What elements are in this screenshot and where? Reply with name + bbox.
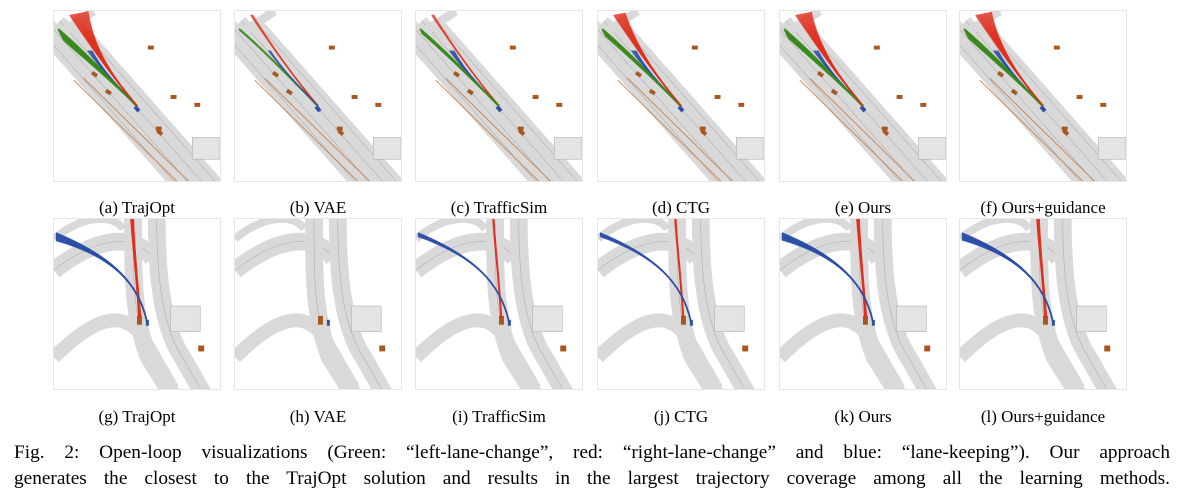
subcaption-method: TrajOpt [122, 407, 176, 426]
trajectory-plot [960, 219, 1117, 389]
panel-j [597, 218, 765, 390]
figure-caption-line-2: generates the closest to the TrajOpt sol… [14, 468, 1170, 489]
subcaption-i: (i) TrafficSim [411, 407, 587, 427]
trajectory-plot [960, 11, 1126, 181]
figure-caption: Fig. 2: Open-loop visualizations (Green:… [14, 440, 1170, 492]
panel-d [597, 10, 765, 182]
trajectory-plot [598, 11, 764, 181]
trajectory-plot [54, 219, 211, 389]
trajectory-plot [54, 11, 220, 181]
trajectory-plot [235, 11, 401, 181]
subcaption-method: VAE [313, 198, 347, 217]
panel-g [53, 218, 221, 390]
subcaption-method: Ours+guidance [1001, 407, 1106, 426]
subcaption-label: (k) [834, 407, 859, 426]
trajectory-plot [416, 11, 582, 181]
subcaption-method: CTG [676, 198, 711, 217]
subcaption-label: (d) [651, 198, 677, 217]
trajectory-plot [780, 219, 937, 389]
subcaption-a: (a) TrajOpt [49, 198, 225, 218]
subcaption-label: (c) [450, 198, 474, 217]
subcaption-method: TrafficSim [472, 407, 546, 426]
subcaption-label: (j) [653, 407, 675, 426]
panel-a [53, 10, 221, 182]
subcaption-j: (j) CTG [593, 407, 769, 427]
subcaption-method: Ours [858, 198, 892, 217]
subcaption-method: TrafficSim [473, 198, 548, 217]
panel-l [959, 218, 1127, 390]
subcaption-l: (l) Ours+guidance [955, 407, 1131, 427]
trajectory-plot [780, 11, 946, 181]
panel-c [415, 10, 583, 182]
subcaption-k: (k) Ours [775, 407, 951, 427]
trajectory-plot [416, 219, 573, 389]
subcaption-label: (b) [289, 198, 314, 217]
subcaption-h: (h) VAE [230, 407, 406, 427]
subcaption-method: VAE [313, 407, 347, 426]
subcaption-label: (g) [98, 407, 123, 426]
subcaption-f: (f) Ours+guidance [955, 198, 1131, 218]
subcaption-label: (i) [452, 407, 473, 426]
subcaption-method: CTG [674, 407, 709, 426]
subcaption-method: Ours [858, 407, 892, 426]
figure-caption-line-1: Fig. 2: Open-loop visualizations (Green:… [14, 442, 1170, 463]
trajectory-plot [598, 219, 755, 389]
subcaption-method: Ours+guidance [1001, 198, 1106, 217]
subcaption-e: (e) Ours [775, 198, 951, 218]
subcaption-label: (f) [980, 198, 1002, 217]
subcaption-method: TrajOpt [121, 198, 176, 217]
panel-i [415, 218, 583, 390]
subcaption-g: (g) TrajOpt [49, 407, 225, 427]
subcaption-d: (d) CTG [593, 198, 769, 218]
panel-k [779, 218, 947, 390]
subcaption-c: (c) TrafficSim [411, 198, 587, 218]
subcaption-label: (a) [98, 198, 122, 217]
panel-f [959, 10, 1127, 182]
trajectory-plot [235, 219, 392, 389]
panel-b [234, 10, 402, 182]
subcaption-b: (b) VAE [230, 198, 406, 218]
subcaption-label: (l) [980, 407, 1002, 426]
panel-h [234, 218, 402, 390]
subcaption-label: (h) [289, 407, 314, 426]
subcaption-label: (e) [834, 198, 859, 217]
panel-e [779, 10, 947, 182]
